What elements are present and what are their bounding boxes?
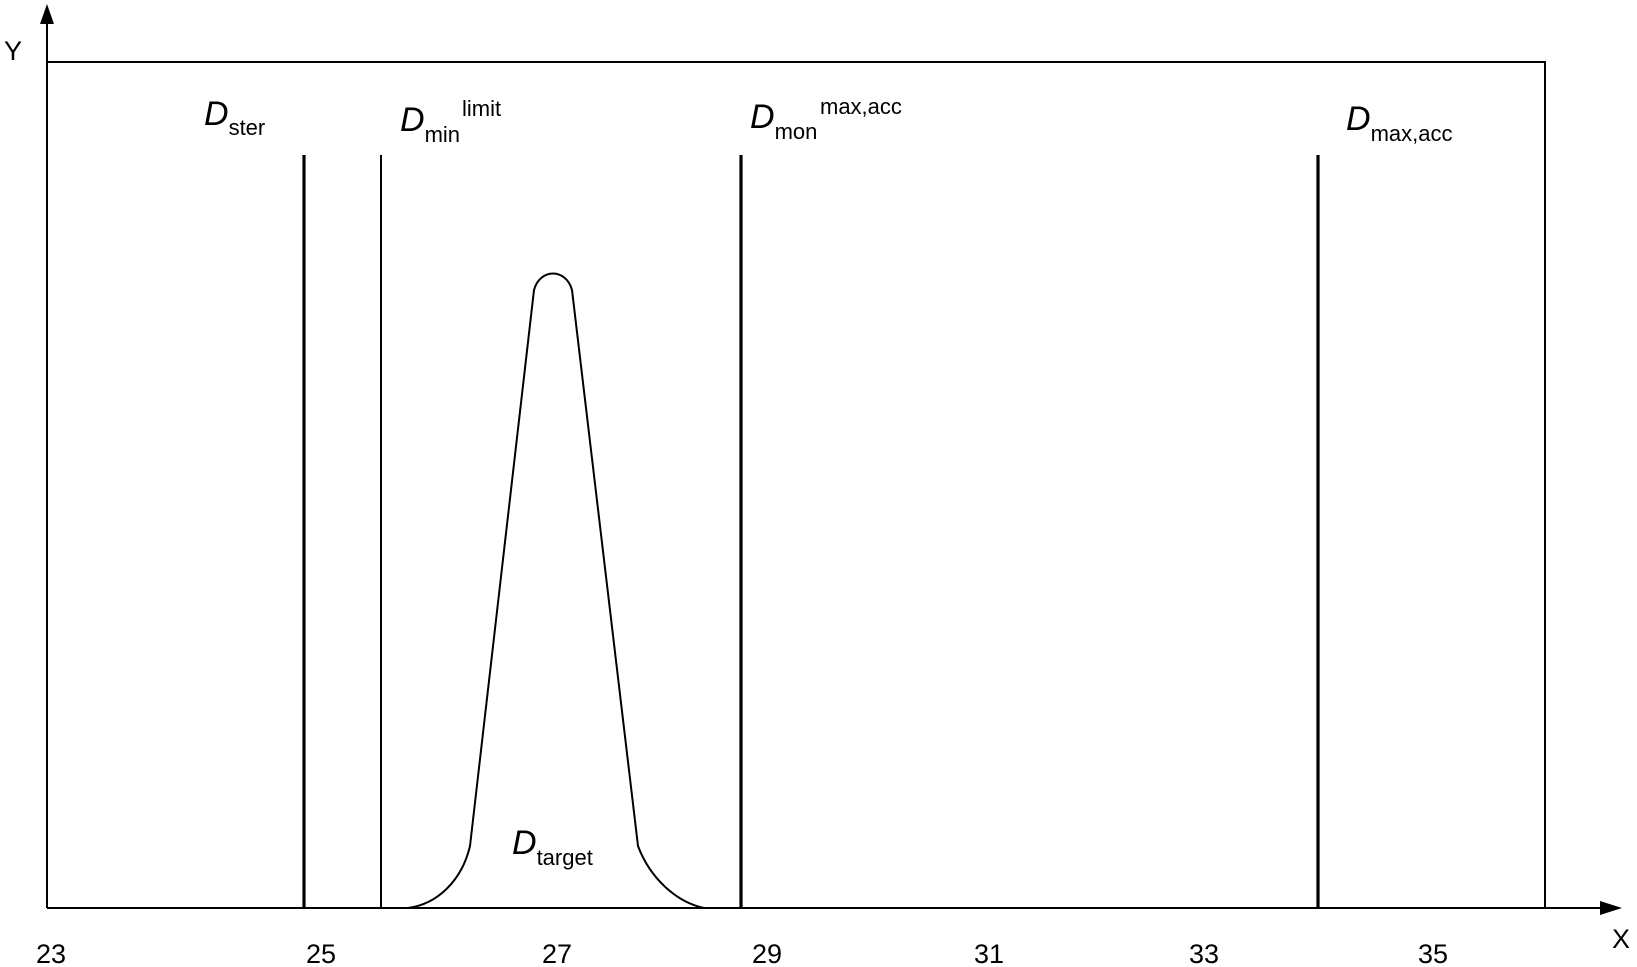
- d-max-acc-label: Dmax,acc: [1346, 100, 1452, 146]
- d-min-symbol: D: [400, 101, 425, 139]
- d-min-limit-label: Dmin: [400, 101, 460, 147]
- x-axis-arrow-icon: [1600, 901, 1622, 915]
- d-min-sub: min: [425, 122, 460, 147]
- y-axis-name: Y: [4, 36, 22, 66]
- x-tick-23: 23: [36, 939, 66, 967]
- x-axis-name: X: [1612, 924, 1630, 954]
- target-curve: [232, 272, 1545, 909]
- d-target-symbol: D: [512, 824, 537, 862]
- x-tick-27: 27: [542, 939, 572, 967]
- d-min-limit-sup: limit: [462, 96, 501, 121]
- d-ster-label: Dster: [204, 95, 265, 140]
- x-tick-33: 33: [1189, 939, 1219, 967]
- x-tick-29: 29: [752, 939, 782, 967]
- x-tick-35: 35: [1418, 939, 1448, 967]
- plot-frame: [47, 61, 1546, 908]
- d-max-acc-sub: max,acc: [1371, 121, 1453, 146]
- d-mon-symbol: D: [750, 98, 775, 136]
- d-max-acc-symbol: D: [1346, 100, 1371, 138]
- d-ster-symbol: D: [204, 95, 229, 133]
- y-axis-arrow-icon: [40, 4, 54, 24]
- d-mon-sub: mon: [775, 119, 818, 144]
- d-target-label: Dtarget: [512, 824, 593, 870]
- d-ster-sub: ster: [229, 115, 266, 140]
- d-target-sub: target: [537, 845, 593, 870]
- x-tick-31: 31: [974, 939, 1004, 967]
- x-tick-25: 25: [306, 939, 336, 967]
- d-mon-max-acc-label: Dmon: [750, 98, 817, 144]
- d-mon-max-acc-sup: max,acc: [820, 94, 902, 119]
